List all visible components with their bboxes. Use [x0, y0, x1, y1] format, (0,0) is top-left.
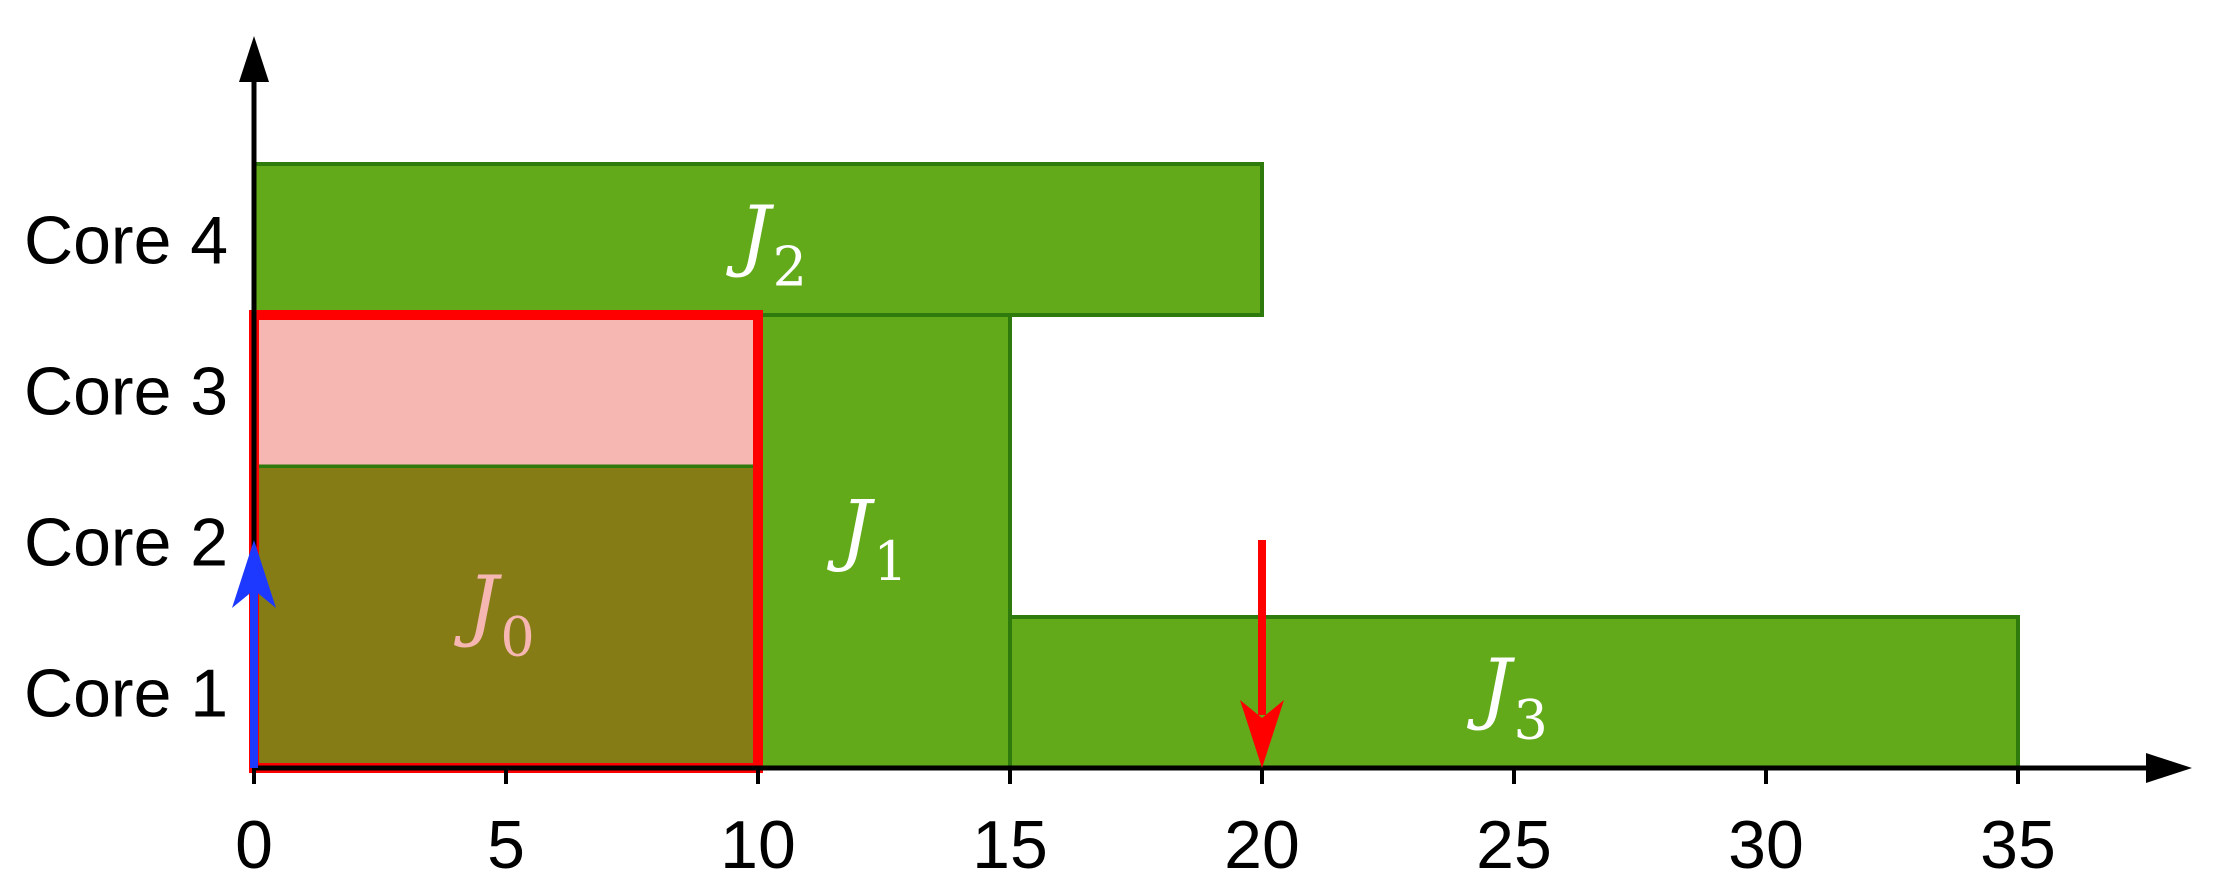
job-block-j2 [252, 162, 1264, 317]
y-axis-arrowhead [239, 36, 269, 82]
core-label-1: Core 1 [24, 656, 228, 732]
job-block-j1 [756, 313, 1012, 770]
x-tick-label-20: 20 [1224, 807, 1300, 883]
deadline-arrow-head [1240, 700, 1284, 768]
x-tick-label-25: 25 [1476, 807, 1552, 883]
x-tick-label-10: 10 [720, 807, 796, 883]
x-tick-label-30: 30 [1728, 807, 1804, 883]
x-axis-arrowhead [2146, 753, 2192, 783]
job-block-j3 [1008, 615, 2020, 770]
x-tick-label-0: 0 [235, 807, 273, 883]
x-tick-label-15: 15 [972, 807, 1048, 883]
core-label-2: Core 2 [24, 505, 228, 581]
core-labels-layer: Core 1 Core 2 Core 3 Core 4 [24, 203, 228, 732]
release-arrow-head [232, 540, 276, 608]
x-tick-label-5: 5 [487, 807, 525, 883]
job-block-j0 [252, 464, 760, 770]
ticks-layer: 0 5 10 15 20 25 30 35 [235, 768, 2056, 883]
core-label-3: Core 3 [24, 354, 228, 430]
jobs-layer [252, 162, 2020, 770]
x-tick-label-35: 35 [1980, 807, 2056, 883]
idle-region [252, 313, 760, 468]
core-label-4: Core 4 [24, 203, 228, 279]
events-layer [232, 540, 1284, 768]
